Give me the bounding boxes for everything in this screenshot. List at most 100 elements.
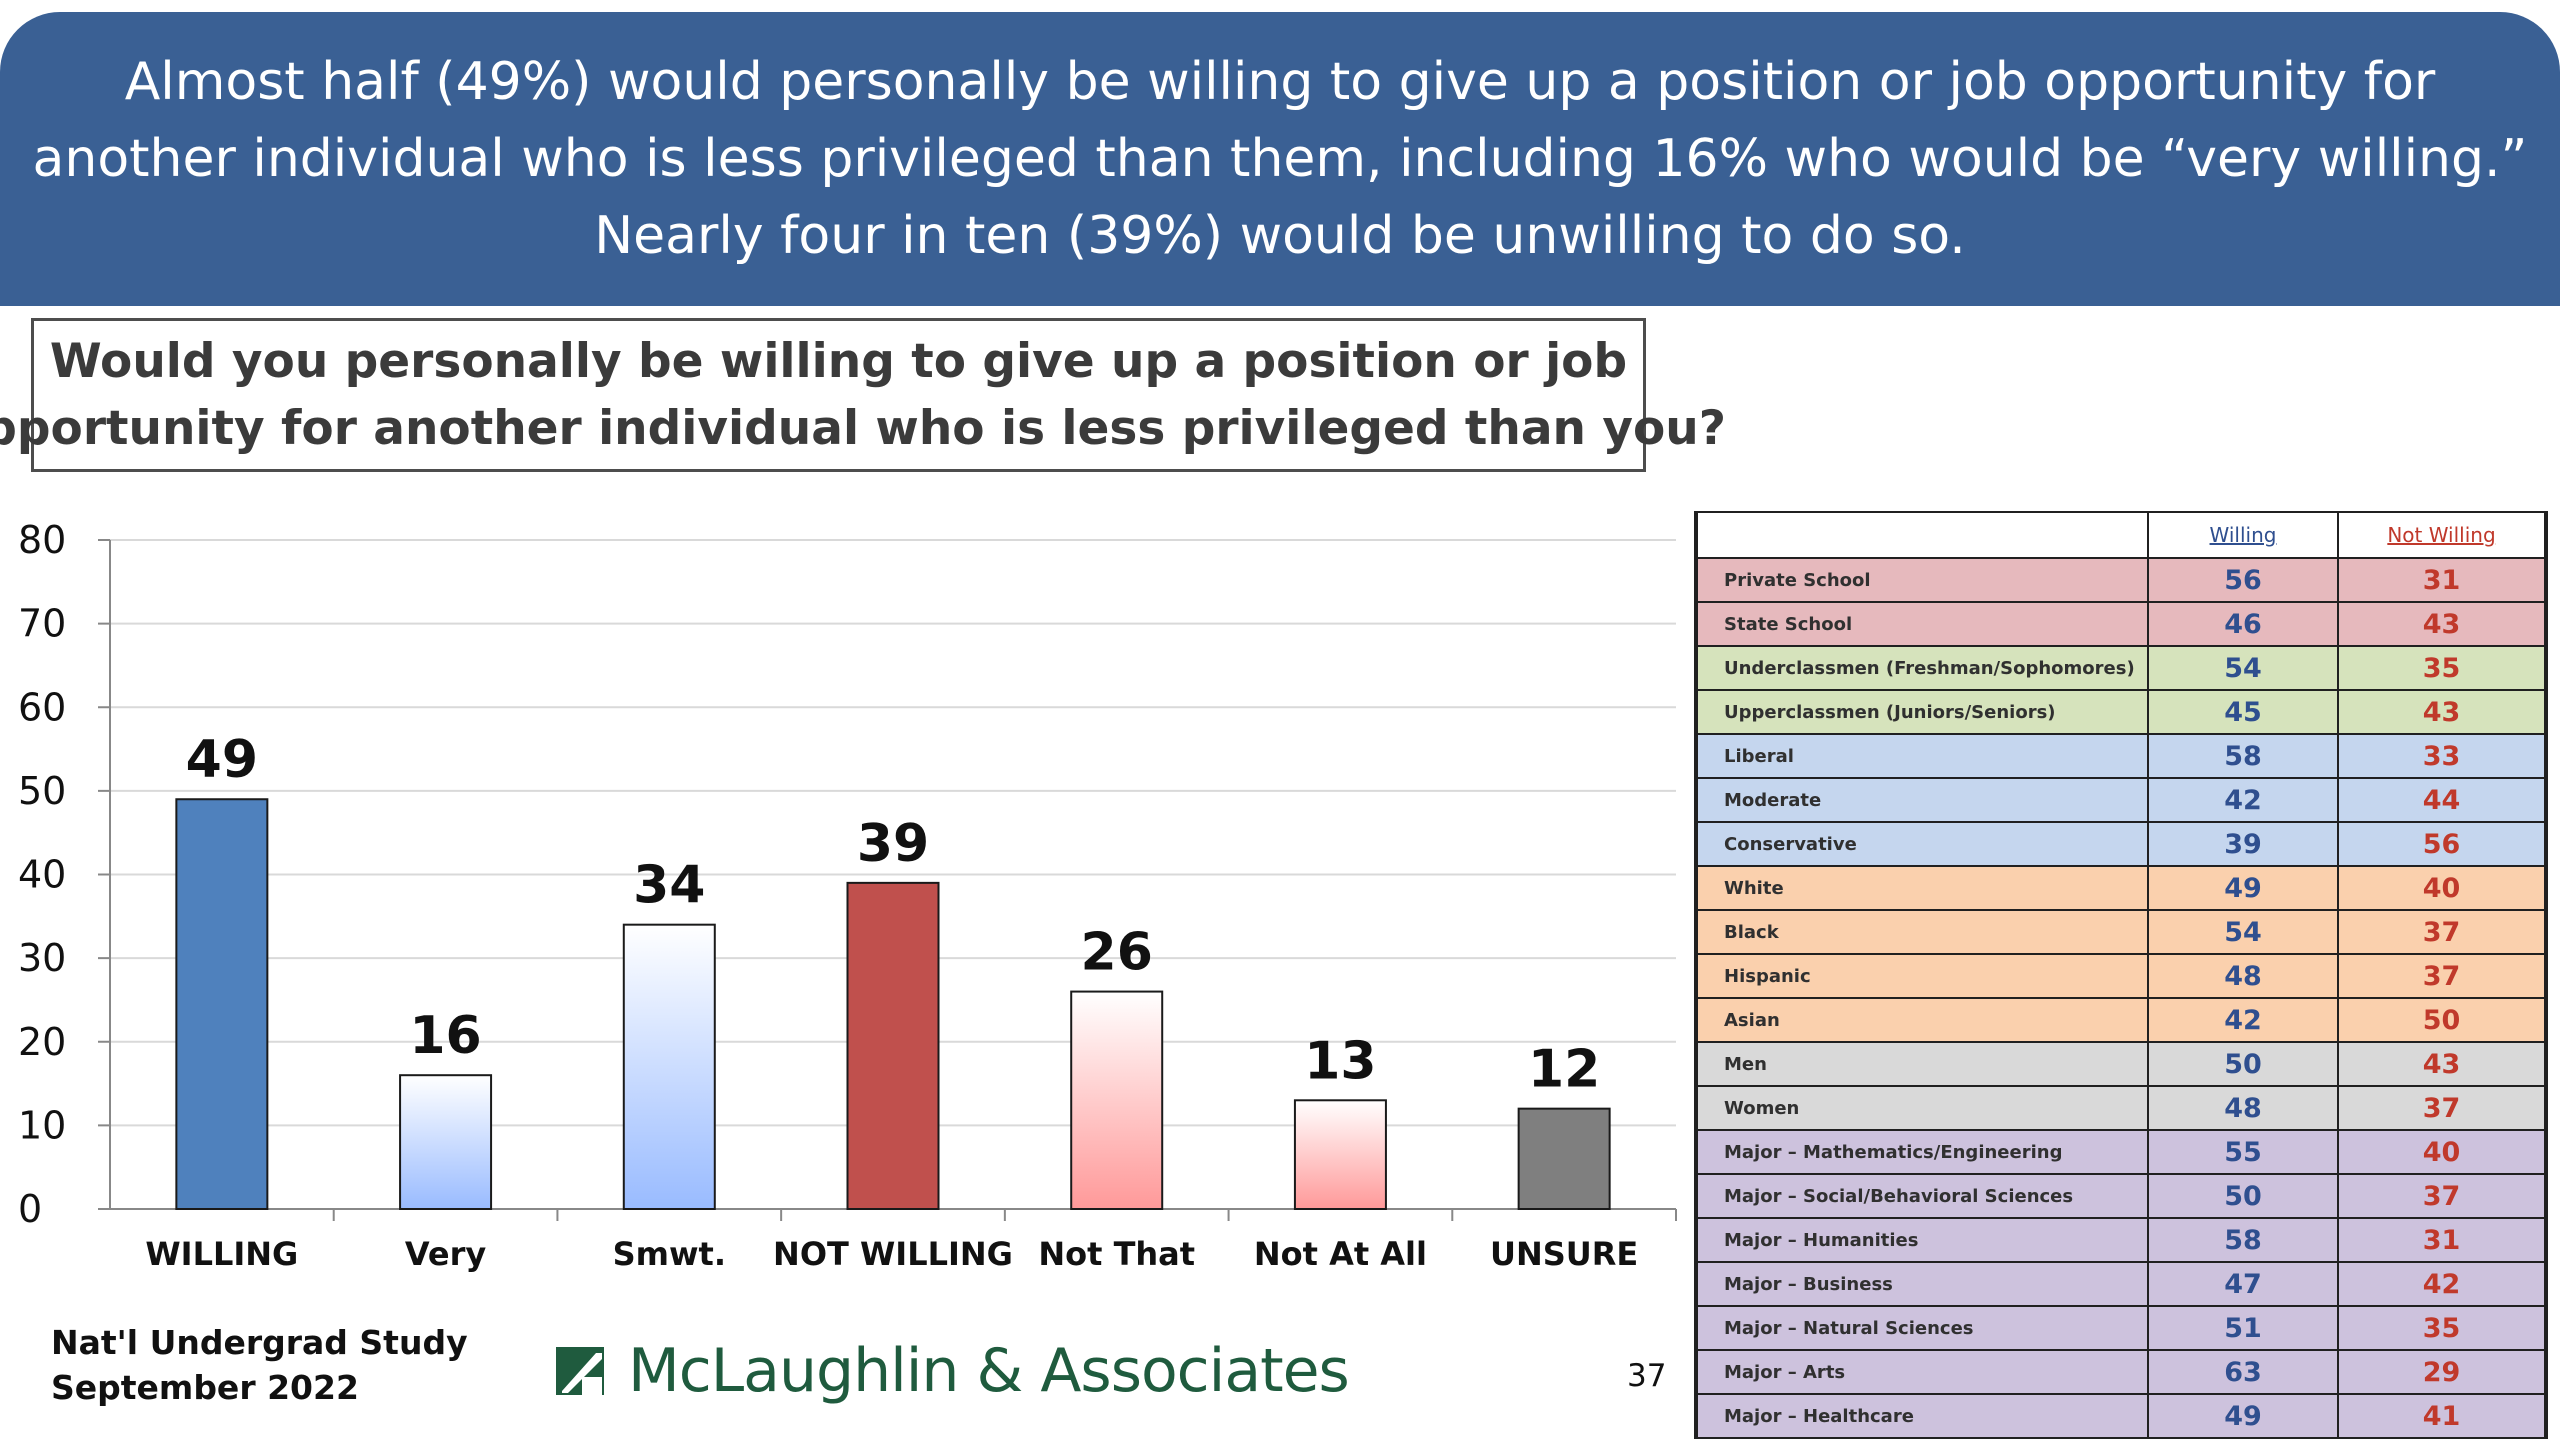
willing-value: 56 xyxy=(2147,557,2339,603)
row-label: Women xyxy=(1695,1085,2149,1131)
not-willing-value: 33 xyxy=(2337,733,2547,779)
row-label: Underclassmen (Freshman/Sophomores) xyxy=(1695,645,2149,691)
table-row: Men 50 43 xyxy=(1695,1041,2547,1087)
bar xyxy=(1070,990,1164,1211)
not-willing-value: 50 xyxy=(2337,997,2547,1043)
not-willing-value: 37 xyxy=(2337,953,2547,999)
row-label: Private School xyxy=(1695,557,2149,603)
table-row: Major – Social/Behavioral Sciences 50 37 xyxy=(1695,1173,2547,1219)
question-line-2: opportunity for another individual who i… xyxy=(0,401,1727,456)
bar xyxy=(1293,1099,1387,1210)
not-willing-value: 37 xyxy=(2337,1085,2547,1131)
subgroup-table: Willing Not Willing Private School 56 31 St… xyxy=(1694,511,2548,1439)
not-willing-value: 37 xyxy=(2337,1173,2547,1219)
willing-value: 48 xyxy=(2147,953,2339,999)
willing-value: 46 xyxy=(2147,601,2339,647)
willing-value: 42 xyxy=(2147,777,2339,823)
category-label: Not At All xyxy=(1254,1235,1427,1273)
not-willing-value: 40 xyxy=(2337,865,2547,911)
willing-value: 48 xyxy=(2147,1085,2339,1131)
bar xyxy=(1517,1107,1611,1211)
y-tick-label: 20 xyxy=(18,1020,66,1064)
data-label: 26 xyxy=(1081,923,1153,983)
category-label: Smwt. xyxy=(613,1235,726,1273)
table-row: White 49 40 xyxy=(1695,865,2547,911)
table-row: Upperclassmen (Juniors/Seniors) 45 43 xyxy=(1695,689,2547,735)
category-label: Very xyxy=(405,1235,487,1273)
study-date: September 2022 xyxy=(51,1368,359,1407)
willing-value: 45 xyxy=(2147,689,2339,735)
y-tick-label: 30 xyxy=(18,936,66,980)
y-tick-label: 60 xyxy=(18,685,66,729)
willing-value: 54 xyxy=(2147,909,2339,955)
row-label: Moderate xyxy=(1695,777,2149,823)
willing-value: 39 xyxy=(2147,821,2339,867)
row-label: Major – Healthcare xyxy=(1695,1393,2149,1439)
table-row: Major – Natural Sciences 51 35 xyxy=(1695,1305,2547,1351)
not-willing-value: 43 xyxy=(2337,1041,2547,1087)
category-label: UNSURE xyxy=(1490,1235,1638,1273)
row-label: Major – Humanities xyxy=(1695,1217,2149,1263)
willing-value: 54 xyxy=(2147,645,2339,691)
company-logo: McLaughlin & Associates xyxy=(556,1336,1350,1406)
not-willing-value: 29 xyxy=(2337,1349,2547,1395)
row-label: Asian xyxy=(1695,997,2149,1043)
data-label: 13 xyxy=(1304,1031,1376,1091)
row-label: Men xyxy=(1695,1041,2149,1087)
headline-line-1: Almost half (49%) would personally be wi… xyxy=(124,51,2436,112)
table-row: Liberal 58 33 xyxy=(1695,733,2547,779)
willing-value: 50 xyxy=(2147,1173,2339,1219)
bar xyxy=(175,798,269,1210)
table-row: Major – Business 47 42 xyxy=(1695,1261,2547,1307)
question-box: Would you personally be willing to give … xyxy=(0,318,1726,472)
bars xyxy=(175,798,1611,1211)
table-row: Asian 42 50 xyxy=(1695,997,2547,1043)
not-willing-value: 43 xyxy=(2337,601,2547,647)
headline-banner: Almost half (49%) would personally be wi… xyxy=(0,12,2560,306)
table-header-row: Willing Not Willing xyxy=(1695,511,2547,559)
category-label: NOT WILLING xyxy=(773,1235,1013,1273)
willing-value: 49 xyxy=(2147,865,2339,911)
data-label: 16 xyxy=(409,1006,481,1066)
data-label: 49 xyxy=(186,730,258,790)
bar xyxy=(622,923,716,1210)
willing-value: 47 xyxy=(2147,1261,2339,1307)
y-tick-label: 80 xyxy=(18,518,66,562)
bar xyxy=(399,1074,493,1211)
not-willing-value: 43 xyxy=(2337,689,2547,735)
row-label: State School xyxy=(1695,601,2149,647)
row-label: Major – Arts xyxy=(1695,1349,2149,1395)
not-willing-value: 31 xyxy=(2337,557,2547,603)
y-tick-label: 0 xyxy=(18,1187,42,1231)
category-label: Not That xyxy=(1038,1235,1195,1273)
row-label: Major – Mathematics/Engineering xyxy=(1695,1129,2149,1175)
labels: 0 10 20 30 40 50 60 70 80 49 WILLING 16 Very 34 Smwt. 3… xyxy=(18,518,1638,1273)
not-willing-value: 44 xyxy=(2337,777,2547,823)
willing-value: 58 xyxy=(2147,733,2339,779)
willing-value: 55 xyxy=(2147,1129,2339,1175)
row-label: Upperclassmen (Juniors/Seniors) xyxy=(1695,689,2149,735)
table-row: Hispanic 48 37 xyxy=(1695,953,2547,999)
headline-line-3: Nearly four in ten (39%) would be unwill… xyxy=(594,205,1966,266)
table-row: Conservative 39 56 xyxy=(1695,821,2547,867)
not-willing-value: 37 xyxy=(2337,909,2547,955)
willing-value: 50 xyxy=(2147,1041,2339,1087)
table-header-willing: Willing xyxy=(2147,511,2339,559)
table-row: Moderate 42 44 xyxy=(1695,777,2547,823)
table-row: Women 48 37 xyxy=(1695,1085,2547,1131)
willing-value: 58 xyxy=(2147,1217,2339,1263)
logo-mark-icon xyxy=(556,1347,604,1395)
table-row: Private School 56 31 xyxy=(1695,557,2547,603)
headline-line-2: another individual who is less privilege… xyxy=(32,128,2528,189)
row-label: Major – Natural Sciences xyxy=(1695,1305,2149,1351)
data-label: 12 xyxy=(1528,1040,1600,1100)
y-tick-label: 10 xyxy=(18,1103,66,1147)
table-row: Major – Healthcare 49 41 xyxy=(1695,1393,2547,1439)
table-row: Underclassmen (Freshman/Sophomores) 54 35 xyxy=(1695,645,2547,691)
not-willing-value: 41 xyxy=(2337,1393,2547,1439)
data-label: 34 xyxy=(633,856,705,916)
row-label: Conservative xyxy=(1695,821,2149,867)
row-label: Liberal xyxy=(1695,733,2149,779)
row-label: Major – Business xyxy=(1695,1261,2149,1307)
row-label: Hispanic xyxy=(1695,953,2149,999)
